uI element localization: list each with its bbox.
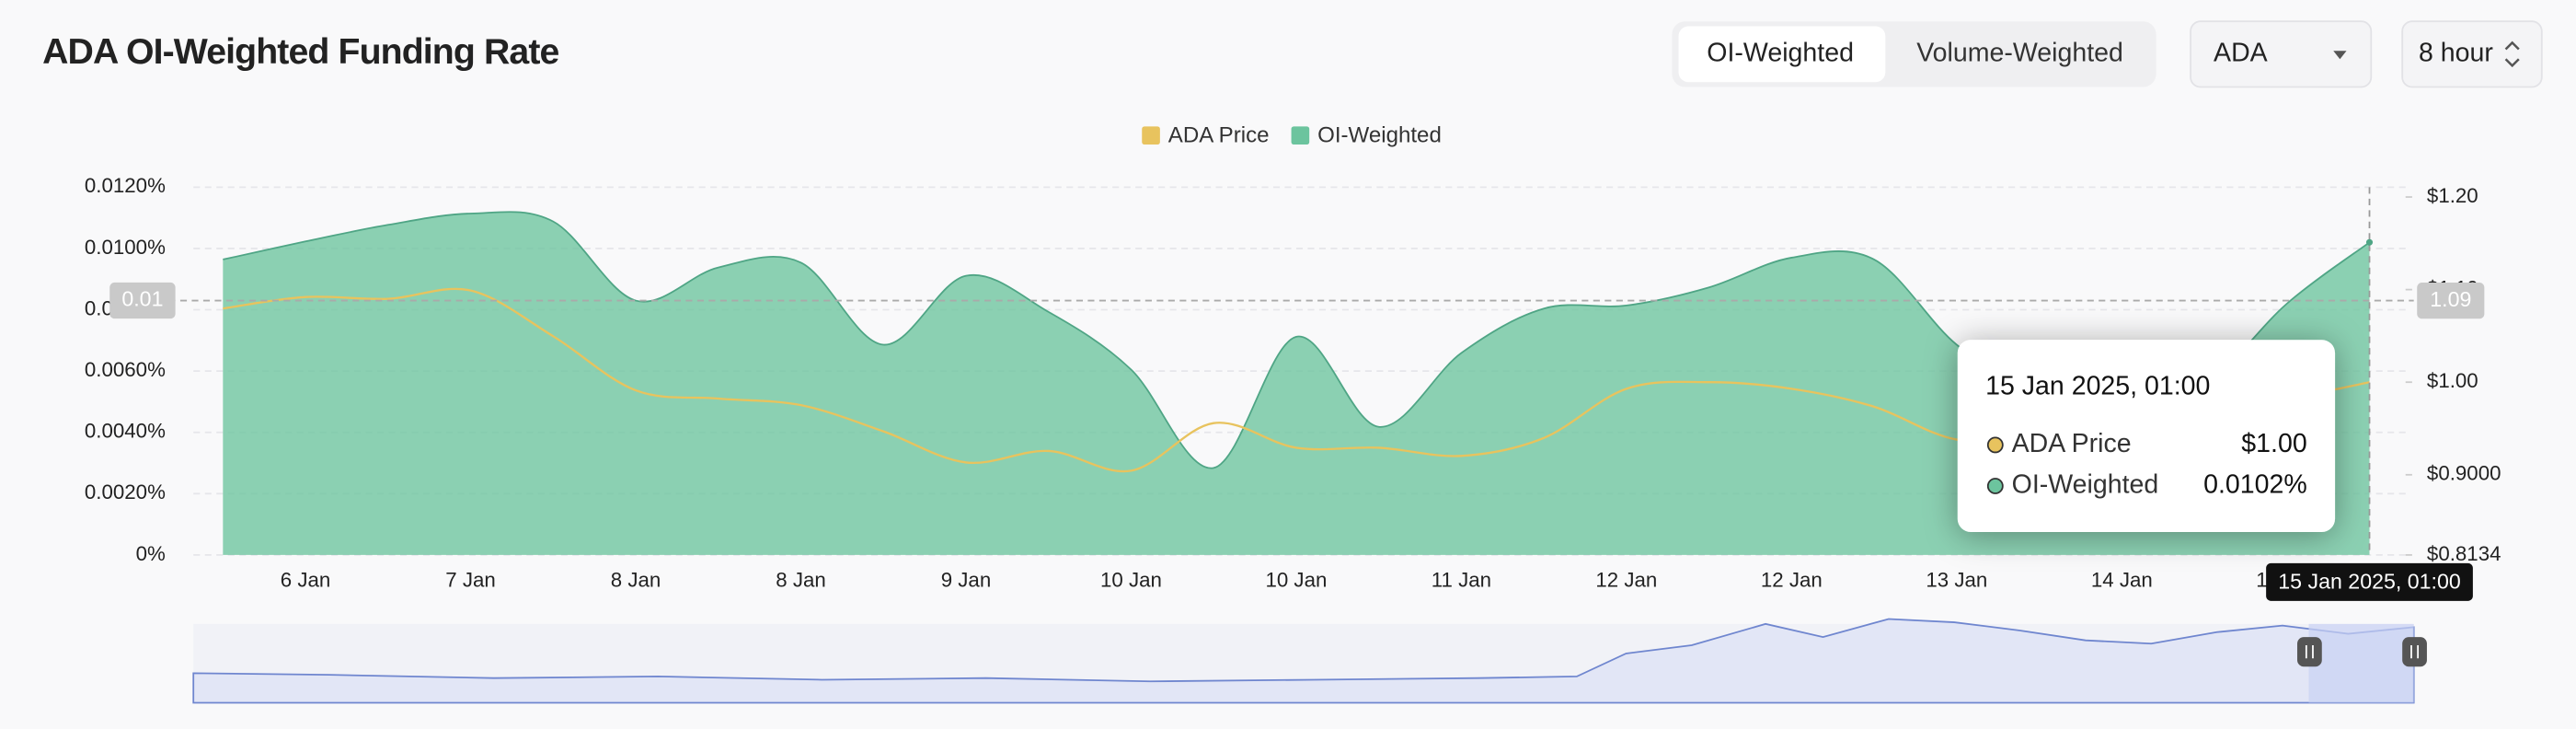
x-tick-label: 6 Jan [281,568,331,591]
y-tick-label: 0.0020% [85,480,166,503]
crosshair-x-box [2266,562,2473,601]
x-tick-label: 12 Jan [1595,568,1657,591]
page-title: ADA OI-Weighted Funding Rate [42,31,558,72]
handle-grip [2305,645,2420,659]
x-tick-label: 7 Jan [445,568,496,591]
interval-select[interactable] [2401,20,2543,88]
tooltip [1957,340,2336,532]
navigator [192,618,2427,704]
y-tick-label: 0.0060% [85,358,166,381]
y-tick-label: 0% [136,542,166,565]
hover-dot [2365,238,2374,246]
x-tick-label: 8 Jan [776,568,826,591]
toggle-button[interactable]: OI-Weighted [1707,38,1854,67]
x-tick-label: 12 Jan [1761,568,1823,591]
symbol-select[interactable] [2190,20,2373,88]
x-tick-label: 14 Jan [2091,568,2153,591]
tooltip-name: OI-Weighted [2012,470,2159,500]
navigator-selection[interactable] [2308,623,2414,703]
crosshair-y-box [109,282,176,319]
toggle-active [1678,26,1886,83]
interval-value: 8 hour [2419,38,2493,67]
legend-swatch [1142,126,1160,145]
legend-label: OI-Weighted [1317,122,1442,147]
crosshair-y2-box [2417,283,2485,319]
crosshair-y2-label: 1.09 [2430,287,2471,311]
x-tick-label: 13 Jan [1926,568,1987,591]
area [223,212,2370,555]
y2-tick-label: $0.9000 [2427,462,2501,485]
y2-tick-label: $1.20 [2427,184,2478,207]
navigator-handle[interactable] [2402,637,2427,667]
crosshair-y-label: 0.01 [121,287,163,311]
x-tick-label: 8 Jan [611,568,661,591]
tooltip-dot [1986,436,2004,454]
stepper [2504,40,2520,68]
toggle-button[interactable]: Volume-Weighted [1916,38,2123,67]
legend-swatch [1291,126,1310,145]
legend-label: ADA Price [1168,122,1270,147]
caret [2333,51,2347,60]
y2-tick-label: $1.00 [2427,369,2478,392]
tooltip-value: 0.0102% [2203,470,2307,500]
tooltip-dot [1986,478,2004,494]
tooltip-value: $1.00 [2241,429,2306,458]
x-tick-label: 10 Jan [1265,568,1327,591]
x-tick-label: 10 Jan [1100,568,1162,591]
y2-tick-label: $0.8134 [2427,542,2501,565]
y-tick-label: 0.0100% [85,236,166,259]
x-tick-label: 9 Jan [941,568,992,591]
crosshair-x-label: 15 Jan 2025, 01:00 [2278,569,2460,593]
x-tick-label: 11 Jan [1432,568,1491,591]
tooltip-title: 15 Jan 2025, 01:00 [1985,372,2210,401]
symbol-value: ADA [2214,38,2268,67]
y-tick-label: 0.0120% [85,174,166,197]
tooltip-name: ADA Price [2012,429,2132,458]
navigator-handle[interactable] [2297,637,2322,667]
y-tick-label: 0.0040% [85,420,166,443]
plot: 0%0.0020%0.0040%0.0060%0.0080%0.0100%0.0… [85,174,2501,591]
